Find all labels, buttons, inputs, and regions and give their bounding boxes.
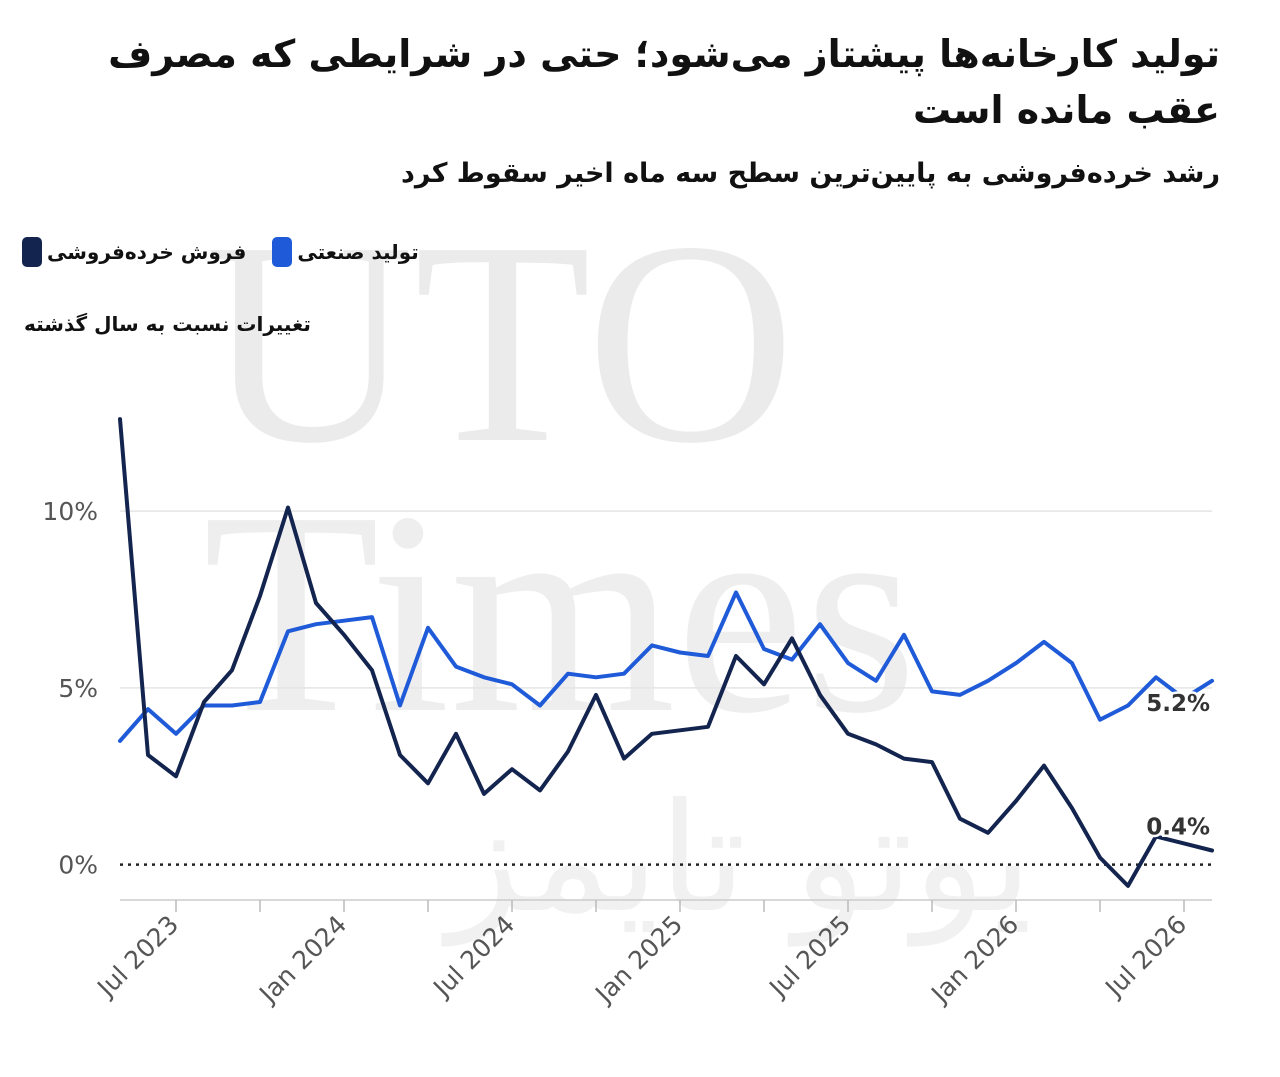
x-tick-label: Jul 2023 bbox=[90, 910, 184, 1004]
x-tick-label: Jul 2025 bbox=[762, 910, 856, 1004]
chart-title: تولید کارخانه‌ها پیشتاز می‌شود؛ حتی در ش… bbox=[108, 32, 1220, 132]
retail-sales-line bbox=[118, 417, 1214, 888]
retail-sales-end-label: 0.4% bbox=[1146, 815, 1210, 841]
y-tick-label: 5% bbox=[58, 674, 98, 703]
x-tick-label: Jul 2026 bbox=[1098, 910, 1192, 1004]
legend-label-retail: فروش خرده‌فروشی bbox=[47, 240, 247, 264]
y-tick-label: 10% bbox=[42, 497, 98, 526]
x-tick-label: Jan 2025 bbox=[588, 910, 688, 1010]
y-axis-unit-label: تغییرات نسبت به سال گذشته bbox=[24, 312, 311, 336]
industrial-production-line bbox=[118, 590, 1214, 743]
legend-label-industrial: تولید صنعتی bbox=[297, 240, 419, 264]
x-tick-label: Jan 2024 bbox=[252, 910, 352, 1010]
legend-item-retail: فروش خرده‌فروشی bbox=[22, 237, 246, 267]
chart-subtitle: رشد خرده‌فروشی به پایین‌ترین سطح سه ماه … bbox=[401, 158, 1220, 189]
legend: فروش خرده‌فروشی تولید صنعتی bbox=[22, 236, 445, 268]
legend-swatch-retail bbox=[22, 237, 42, 267]
x-tick-label: Jan 2026 bbox=[924, 910, 1024, 1010]
y-tick-label: 0% bbox=[58, 851, 98, 880]
industrial-production-end-label: 5.2% bbox=[1146, 691, 1210, 717]
legend-item-industrial: تولید صنعتی bbox=[272, 237, 419, 267]
x-tick-label: Jul 2024 bbox=[426, 910, 520, 1004]
legend-swatch-industrial bbox=[272, 237, 293, 267]
